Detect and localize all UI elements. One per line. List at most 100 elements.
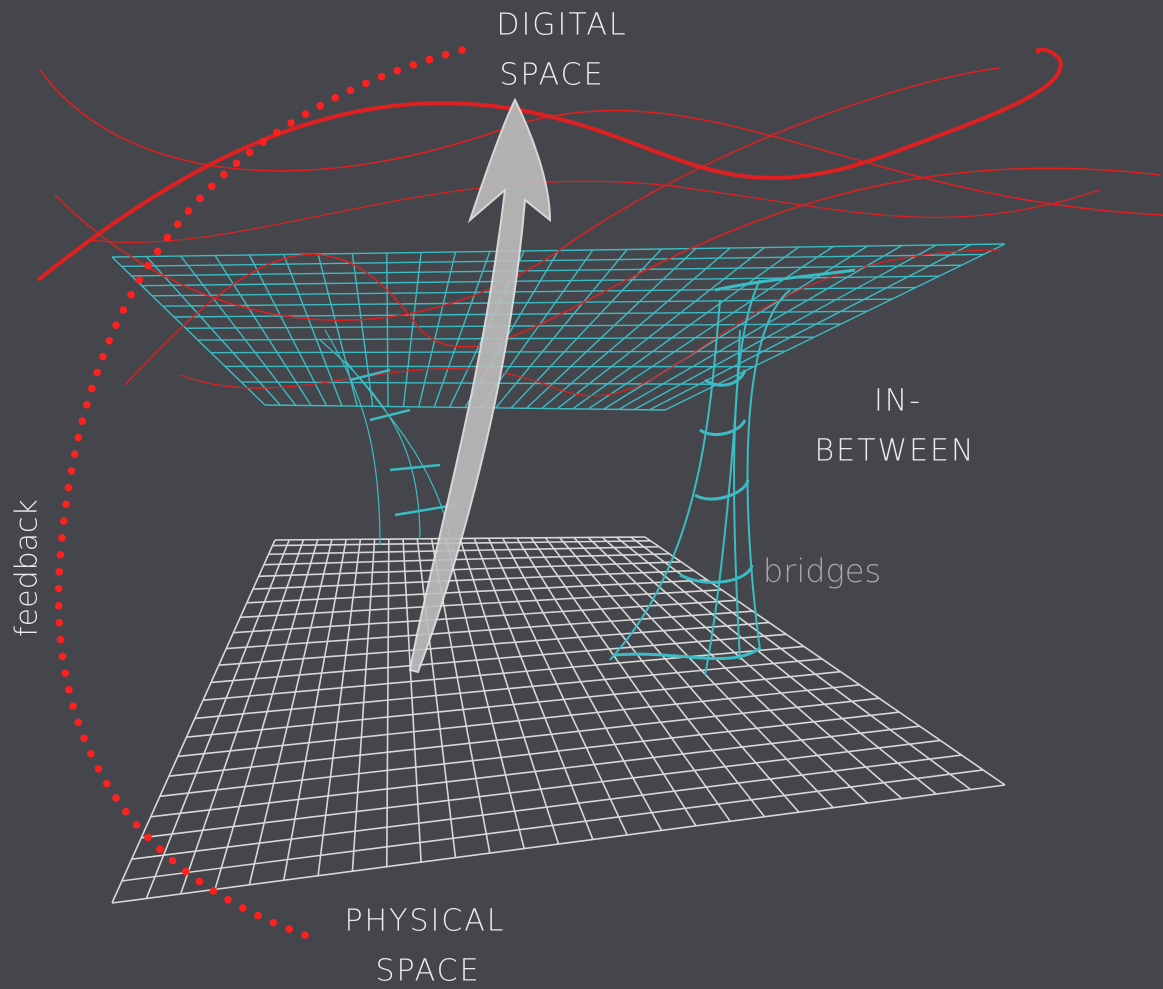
label: SPACE xyxy=(499,58,604,93)
grid-line xyxy=(633,244,937,411)
grid-line xyxy=(233,599,737,634)
grid-line xyxy=(544,537,766,818)
grid-line xyxy=(268,545,660,556)
feedback-dot xyxy=(254,911,262,920)
label: IN- xyxy=(874,384,922,419)
grid-line xyxy=(131,264,962,277)
feedback-dot xyxy=(119,306,128,314)
grid-line xyxy=(152,286,916,297)
grid-line xyxy=(664,243,1006,411)
feedback-dot xyxy=(232,159,241,168)
feedback-dot xyxy=(458,46,466,54)
funnel-ring xyxy=(349,368,456,517)
feedback-dot xyxy=(224,895,232,904)
grid-line xyxy=(111,539,276,904)
feedback-dot xyxy=(87,384,96,393)
grid-line xyxy=(214,539,319,890)
grid-line xyxy=(226,610,753,650)
feedback-dot xyxy=(94,765,103,773)
grid-line xyxy=(385,539,390,867)
label: PHYSICAL xyxy=(344,904,505,939)
feedback-dot xyxy=(105,336,114,345)
grid-line xyxy=(351,253,374,407)
grid-line xyxy=(616,536,937,795)
feedback-dots xyxy=(54,46,466,939)
grid-line xyxy=(203,645,804,701)
feedback-dot xyxy=(58,534,66,542)
label: SPACE xyxy=(375,954,480,989)
grid-line xyxy=(487,537,628,836)
feedback-dot xyxy=(99,352,107,361)
feedback-dot xyxy=(409,61,418,69)
grid-line xyxy=(433,251,491,408)
grid-line xyxy=(587,245,834,410)
feedback-dot xyxy=(55,618,64,627)
grid-line xyxy=(516,537,697,827)
feedback-dot xyxy=(103,779,111,788)
grid-line xyxy=(556,246,766,410)
grid-line xyxy=(185,323,842,329)
wave xyxy=(36,47,1063,282)
feedback-dot xyxy=(64,483,73,492)
grid-line xyxy=(111,784,1006,904)
grid-line xyxy=(145,256,281,406)
feedback-dot xyxy=(132,821,141,829)
grid-line xyxy=(180,255,297,406)
grid-line xyxy=(618,244,903,411)
grid-line xyxy=(416,538,457,858)
feedback-dot xyxy=(273,128,281,137)
feedback-dot xyxy=(301,931,309,939)
grid-line xyxy=(240,589,722,619)
bridges-label: bridges xyxy=(763,552,881,590)
feedback-dot xyxy=(156,845,164,854)
grid-line xyxy=(179,539,305,895)
funnel xyxy=(609,279,791,676)
feedback-dot xyxy=(195,877,204,886)
grid-line xyxy=(121,769,984,882)
grid-line xyxy=(214,255,312,406)
grid-line xyxy=(141,739,941,839)
feedback-dot xyxy=(74,433,83,442)
grid-line xyxy=(572,246,800,410)
feedback-dot xyxy=(74,718,82,727)
feedback-dot xyxy=(56,635,65,644)
feedback-dot xyxy=(56,551,65,559)
feedback-dot xyxy=(60,517,68,525)
grid-line xyxy=(573,537,834,809)
grid-line xyxy=(282,539,347,881)
feedback-dot xyxy=(144,261,153,270)
feedback-dot xyxy=(112,794,120,802)
grid-line xyxy=(162,298,892,307)
feedback-dot xyxy=(55,567,64,576)
grid-line xyxy=(444,538,525,849)
grid-line xyxy=(210,633,787,684)
grid-line xyxy=(351,539,376,872)
grid-line xyxy=(263,553,670,566)
feedback-dot xyxy=(58,652,67,661)
grid-line xyxy=(194,658,823,720)
grid-line xyxy=(587,536,869,804)
feedback-dot xyxy=(181,867,190,876)
grid-line xyxy=(459,538,560,845)
feedback-dot xyxy=(144,833,152,842)
feedback-dot xyxy=(316,101,325,110)
feedback-dot xyxy=(163,233,172,242)
feedback-dot xyxy=(287,119,295,127)
grid-line xyxy=(418,251,457,408)
wave xyxy=(179,249,1001,397)
arrow xyxy=(408,97,552,674)
grid-line xyxy=(177,684,860,758)
feedback-dot xyxy=(135,276,144,284)
feedback-dot xyxy=(301,110,310,118)
feedback-dot xyxy=(245,148,254,157)
feedback-dot xyxy=(346,86,355,95)
grid-line xyxy=(145,539,290,899)
wave xyxy=(54,67,1001,321)
feedback-dot xyxy=(127,291,135,299)
wave xyxy=(89,180,1101,244)
feedback-dot xyxy=(173,220,182,228)
grid-line xyxy=(264,404,666,411)
grid-line xyxy=(141,275,940,287)
feedback-dot xyxy=(425,55,434,64)
grid-line xyxy=(317,539,362,876)
